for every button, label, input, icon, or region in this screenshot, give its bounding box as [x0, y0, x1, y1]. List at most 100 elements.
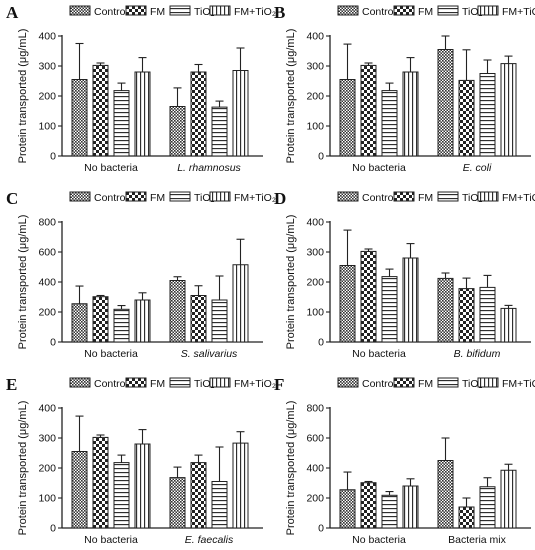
- y-tick-label: 100: [38, 493, 56, 505]
- legend-swatch: [125, 5, 147, 16]
- bar: [169, 280, 186, 343]
- y-tick-label: 600: [38, 247, 56, 259]
- chart-panel-e: E Control FM TiO₂ FM+TiO₂ 0 100 200 300 400 Protei…: [6, 375, 276, 546]
- bar: [479, 486, 496, 529]
- y-tick-label: 100: [306, 307, 324, 319]
- bar: [92, 436, 109, 529]
- x-category-label: E. coli: [463, 162, 492, 174]
- y-tick-label: 0: [318, 151, 324, 163]
- chart-panel-a: A Control FM TiO₂ FM+TiO₂ 0 100 200 300 400 Protei…: [6, 3, 276, 174]
- legend-label: TiO₂: [194, 192, 215, 204]
- x-category-label: No bacteria: [352, 162, 406, 174]
- bar: [169, 477, 186, 529]
- bar: [169, 106, 186, 157]
- bar: [232, 264, 249, 343]
- legend-swatch: [169, 191, 191, 202]
- bar: [190, 295, 207, 343]
- y-tick-label: 0: [318, 523, 324, 535]
- bar: [339, 265, 356, 343]
- legend-swatch: [169, 377, 191, 388]
- legend-swatch: [477, 191, 499, 202]
- bar: [500, 63, 517, 157]
- legend-label: FM: [418, 192, 433, 204]
- legend-swatch: [477, 377, 499, 388]
- bars: [71, 415, 249, 529]
- legend-swatch: [437, 377, 459, 388]
- panel-letter: F: [274, 375, 284, 394]
- y-axis: 0 100 200 300 400: [306, 217, 331, 349]
- y-tick-label: 400: [38, 31, 56, 43]
- y-tick-label: 0: [50, 337, 56, 349]
- bar: [134, 71, 151, 157]
- legend-label: FM: [150, 378, 165, 390]
- bar: [113, 462, 130, 529]
- legend-swatch: [125, 377, 147, 388]
- legend-label: FM: [418, 6, 433, 18]
- y-tick-label: 300: [306, 61, 324, 73]
- legend-label: TiO₂: [462, 378, 483, 390]
- x-category-label: B. bifidum: [454, 348, 501, 360]
- chart-panel-d: D Control FM TiO₂ FM+TiO₂ 0 100 200 300 400 Protei…: [274, 189, 535, 360]
- legend-label: FM+TiO₂: [234, 378, 276, 390]
- y-axis-label: Protein transported (μg/mL): [285, 29, 297, 164]
- bar: [437, 277, 454, 343]
- y-tick-label: 300: [306, 247, 324, 259]
- y-tick-label: 0: [50, 523, 56, 535]
- y-axis-label: Protein transported (μg/mL): [285, 401, 297, 536]
- legend-swatch: [437, 5, 459, 16]
- bar: [381, 494, 398, 529]
- y-tick-label: 300: [38, 433, 56, 445]
- x-category-label: No bacteria: [352, 534, 406, 546]
- legend: Control FM TiO₂ FM+TiO₂: [337, 191, 535, 204]
- y-tick-label: 400: [38, 403, 56, 415]
- chart-panel-c: C Control FM TiO₂ FM+TiO₂ 0 200 400 600 800 Protei…: [6, 189, 276, 360]
- bar: [500, 469, 517, 529]
- y-tick-label: 100: [38, 121, 56, 133]
- y-tick-label: 200: [306, 277, 324, 289]
- panels: A Control FM TiO₂ FM+TiO₂ 0 100 200 300 400 Protei…: [6, 3, 535, 546]
- legend-swatch: [69, 191, 91, 202]
- legend-swatch: [337, 377, 359, 388]
- legend: Control FM TiO₂ FM+TiO₂: [69, 377, 276, 390]
- bar: [190, 71, 207, 157]
- bar: [458, 506, 475, 529]
- y-tick-label: 400: [306, 217, 324, 229]
- legend-label: Control: [94, 192, 128, 204]
- x-category-label: L. rhamnosus: [177, 162, 241, 174]
- y-tick-label: 400: [306, 463, 324, 475]
- bars: [71, 42, 249, 157]
- bar: [71, 79, 88, 157]
- legend-swatch: [125, 191, 147, 202]
- legend-label: FM: [150, 192, 165, 204]
- bar: [402, 257, 419, 343]
- bar: [92, 64, 109, 157]
- bar: [134, 443, 151, 529]
- bar: [381, 90, 398, 157]
- bar: [339, 79, 356, 157]
- panel-letter: A: [6, 3, 19, 22]
- bar: [71, 303, 88, 343]
- bar: [360, 250, 377, 343]
- legend-label: Control: [362, 192, 396, 204]
- bars: [71, 238, 249, 343]
- y-tick-label: 300: [38, 61, 56, 73]
- bar: [190, 462, 207, 529]
- chart-panel-f: F Control FM TiO₂ FM+TiO₂ 0 200 400 600 800 Protei…: [274, 375, 535, 546]
- legend-label: FM: [418, 378, 433, 390]
- y-axis: 0 100 200 300 400: [38, 403, 63, 535]
- legend-label: FM+TiO₂: [234, 6, 276, 18]
- y-axis: 0 100 200 300 400: [306, 31, 331, 163]
- legend: Control FM TiO₂ FM+TiO₂: [337, 5, 535, 18]
- legend-swatch: [69, 5, 91, 16]
- legend-swatch: [209, 5, 231, 16]
- legend-label: TiO₂: [462, 6, 483, 18]
- bar: [479, 286, 496, 343]
- legend-swatch: [337, 191, 359, 202]
- legend-label: FM+TiO₂: [502, 6, 535, 18]
- x-category-label: No bacteria: [84, 162, 138, 174]
- bar: [360, 482, 377, 529]
- legend-swatch: [69, 377, 91, 388]
- bar: [500, 307, 517, 343]
- bar: [113, 90, 130, 157]
